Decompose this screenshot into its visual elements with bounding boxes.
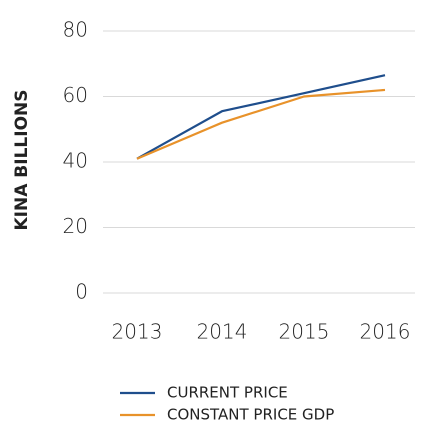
- legend-label: CURRENT PRICE: [167, 384, 288, 402]
- x-tick-label: 2013: [112, 320, 163, 344]
- x-tick-label: 2014: [197, 320, 248, 344]
- y-axis-label: KINA BILLIONS: [12, 90, 32, 231]
- y-tick-label: 20: [63, 214, 88, 238]
- legend-label: CONSTANT PRICE GDP: [167, 406, 334, 424]
- x-tick-label: 2016: [360, 320, 411, 344]
- series-line: [136, 74, 386, 160]
- series-line: [136, 88, 386, 160]
- x-tick-label: 2015: [279, 320, 330, 344]
- y-tick-label: 40: [63, 149, 88, 173]
- y-tick-label: 0: [75, 280, 88, 304]
- y-tick-label: 80: [63, 18, 88, 42]
- y-tick-label: 60: [63, 83, 88, 107]
